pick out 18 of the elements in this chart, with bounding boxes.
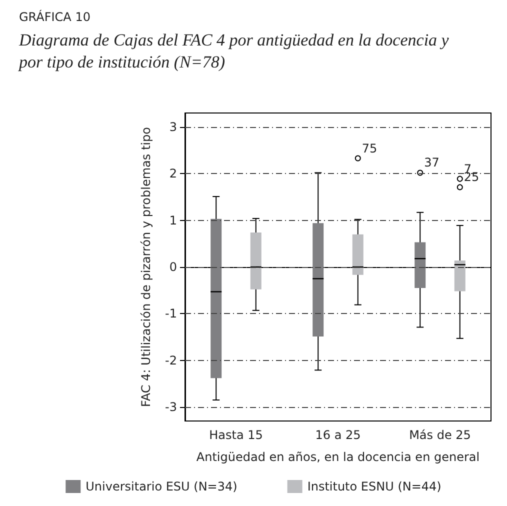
annotation: 37 bbox=[424, 156, 440, 170]
x-tick-label: Hasta 15 bbox=[209, 428, 263, 442]
text: GRÁFICA 10 bbox=[19, 9, 90, 24]
y-tick-label: -2 bbox=[165, 353, 177, 368]
y-tick-label: 1 bbox=[169, 213, 177, 228]
y-tick-label: 3 bbox=[169, 120, 177, 134]
x-axis-title: Antigüedad en años, en la docencia en general bbox=[196, 450, 480, 464]
y-tick-label: -3 bbox=[165, 400, 177, 414]
y-tick-label: 2 bbox=[169, 166, 177, 181]
x-tick-label: Más de 25 bbox=[409, 428, 471, 442]
chart-subtitle: Diagrama de Cajas del FAC 4 por antigüedad en la docencia y por tipo de institución (N=78) bbox=[18, 30, 454, 72]
legend-label: Instituto ESNU (N=44) bbox=[307, 480, 442, 494]
y-tick-label: 0 bbox=[169, 260, 177, 274]
y-axis-title: FAC 4: Utilización de pizarrón y problemas tipo bbox=[139, 127, 153, 407]
x-tick-label: 16 a 25 bbox=[315, 428, 361, 442]
y-tick-label: -1 bbox=[165, 306, 177, 321]
legend-label: Universitario ESU (N=34) bbox=[86, 480, 238, 494]
annotation: 75 bbox=[362, 141, 378, 156]
